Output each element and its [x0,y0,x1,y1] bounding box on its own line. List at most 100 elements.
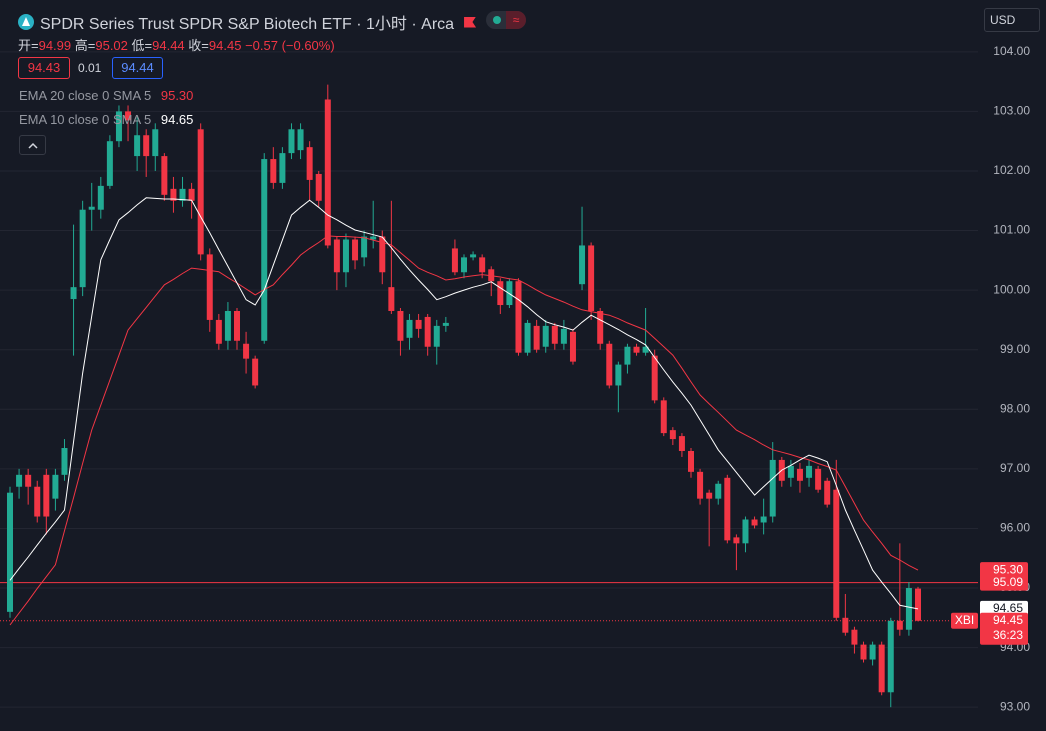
candle-body [497,281,504,306]
candle-body [424,316,431,347]
market-status-toggle[interactable]: ≈ [486,11,526,29]
candle-body [642,346,649,353]
indicator-legend[interactable]: EMA 20 close 0 SMA 5 95.30 [19,88,193,103]
candle-body [606,343,613,386]
candle-body [815,468,822,490]
candle-body [615,364,622,386]
ohlc-value: 94.44 [152,38,185,53]
candle-body [252,358,259,386]
candle-body [433,325,440,347]
candle-body [769,459,776,517]
candle-body [751,519,758,526]
ohlc-label: 开= [18,38,39,53]
series-price-tag: 94.65 [993,601,1023,615]
candle-body [134,135,141,157]
candle-body [297,129,304,151]
candle-body [560,328,567,344]
ohlc-row: 开=94.99 高=95.02 低=94.44 收=94.45 −0.57 (−… [18,35,335,54]
ohlc-value: 94.45 [208,38,242,53]
candle-body [796,468,803,481]
candle-body [588,245,595,311]
candle-body [488,269,495,282]
candle-body [88,206,95,210]
candle-body [324,99,331,246]
chevron [28,142,38,149]
exchange-icon [18,14,34,30]
candle-body [442,322,449,326]
candle-body [125,111,132,121]
candle-body [270,159,277,183]
ema-line [9,235,919,626]
last-price-tag-bg [980,612,1028,645]
candle-body [97,185,104,210]
candle-body [787,465,794,478]
candle-body [651,355,658,401]
candle-body [370,236,377,240]
candle-body [25,474,32,487]
candle-body [669,430,676,440]
symbol-tag: XBI [955,613,974,627]
candle-body [288,129,295,154]
candle-body [170,188,177,201]
indicator-legend[interactable]: EMA 10 close 0 SMA 5 94.65 [19,112,193,127]
candle-body [361,236,368,258]
price-change: −0.57 (−0.60%) [245,38,335,53]
y-tick-label: 98.00 [1000,401,1030,415]
candle-body [206,254,213,320]
candle-body [678,436,685,451]
ohlc-label: 高= [74,38,96,53]
candle-body [52,474,59,499]
currency-box[interactable]: USD [984,8,1040,32]
candle-body [406,319,413,338]
candle-body [61,448,68,475]
y-tick-label: 101.00 [993,223,1030,237]
bid-box[interactable]: 94.43 [18,57,70,79]
candle-body [533,325,540,350]
candle-body [179,188,186,201]
candle-body [479,257,486,273]
collapse-button[interactable] [19,135,46,155]
ask: 94.44 [121,60,154,75]
candle-body [733,537,740,544]
candle-body [878,644,885,693]
candle-body [143,135,150,157]
candle-body [896,620,903,630]
symbol-header: SPDR Series Trust SPDR S&P Biotech ETF ·… [18,10,477,34]
candle-body [79,209,86,288]
candle-body [215,319,222,344]
candle-body [833,489,840,618]
bar-countdown: 36:23 [993,628,1023,642]
candle-body [633,346,640,353]
y-tick-label: 104.00 [993,44,1030,58]
ask-box[interactable]: 94.44 [112,57,163,79]
candle-body [697,471,704,499]
series-price-tag: 95.30 [993,562,1023,576]
candle-body [388,287,395,311]
candle-body [470,254,477,258]
reference-price-tag: 95.09 [993,575,1023,589]
candle-body [706,492,713,499]
y-tick-label: 96.00 [1000,521,1030,535]
currency: USD [990,13,1016,27]
candle-body [542,325,549,347]
spread: 0.01 [78,61,102,75]
ohlc-value: 95.02 [95,38,128,53]
y-tick-label: 103.00 [993,104,1030,118]
candle-body [515,281,522,353]
flag-icon[interactable] [464,16,477,28]
y-tick-label: 102.00 [993,163,1030,177]
candle-body [551,325,558,344]
symbol-title: SPDR Series Trust SPDR S&P Biotech ETF ·… [40,16,455,33]
candle-body [688,450,694,472]
candle-body [70,287,77,300]
candle-body [397,310,404,341]
candle-body [842,617,849,633]
candle-body [760,516,767,523]
candle-body [106,141,113,186]
candle-body [234,310,240,341]
candle-body [660,400,667,434]
candle-body [115,111,122,142]
candle-body [34,486,41,517]
candle-body [451,248,458,273]
candle-body [43,474,50,517]
